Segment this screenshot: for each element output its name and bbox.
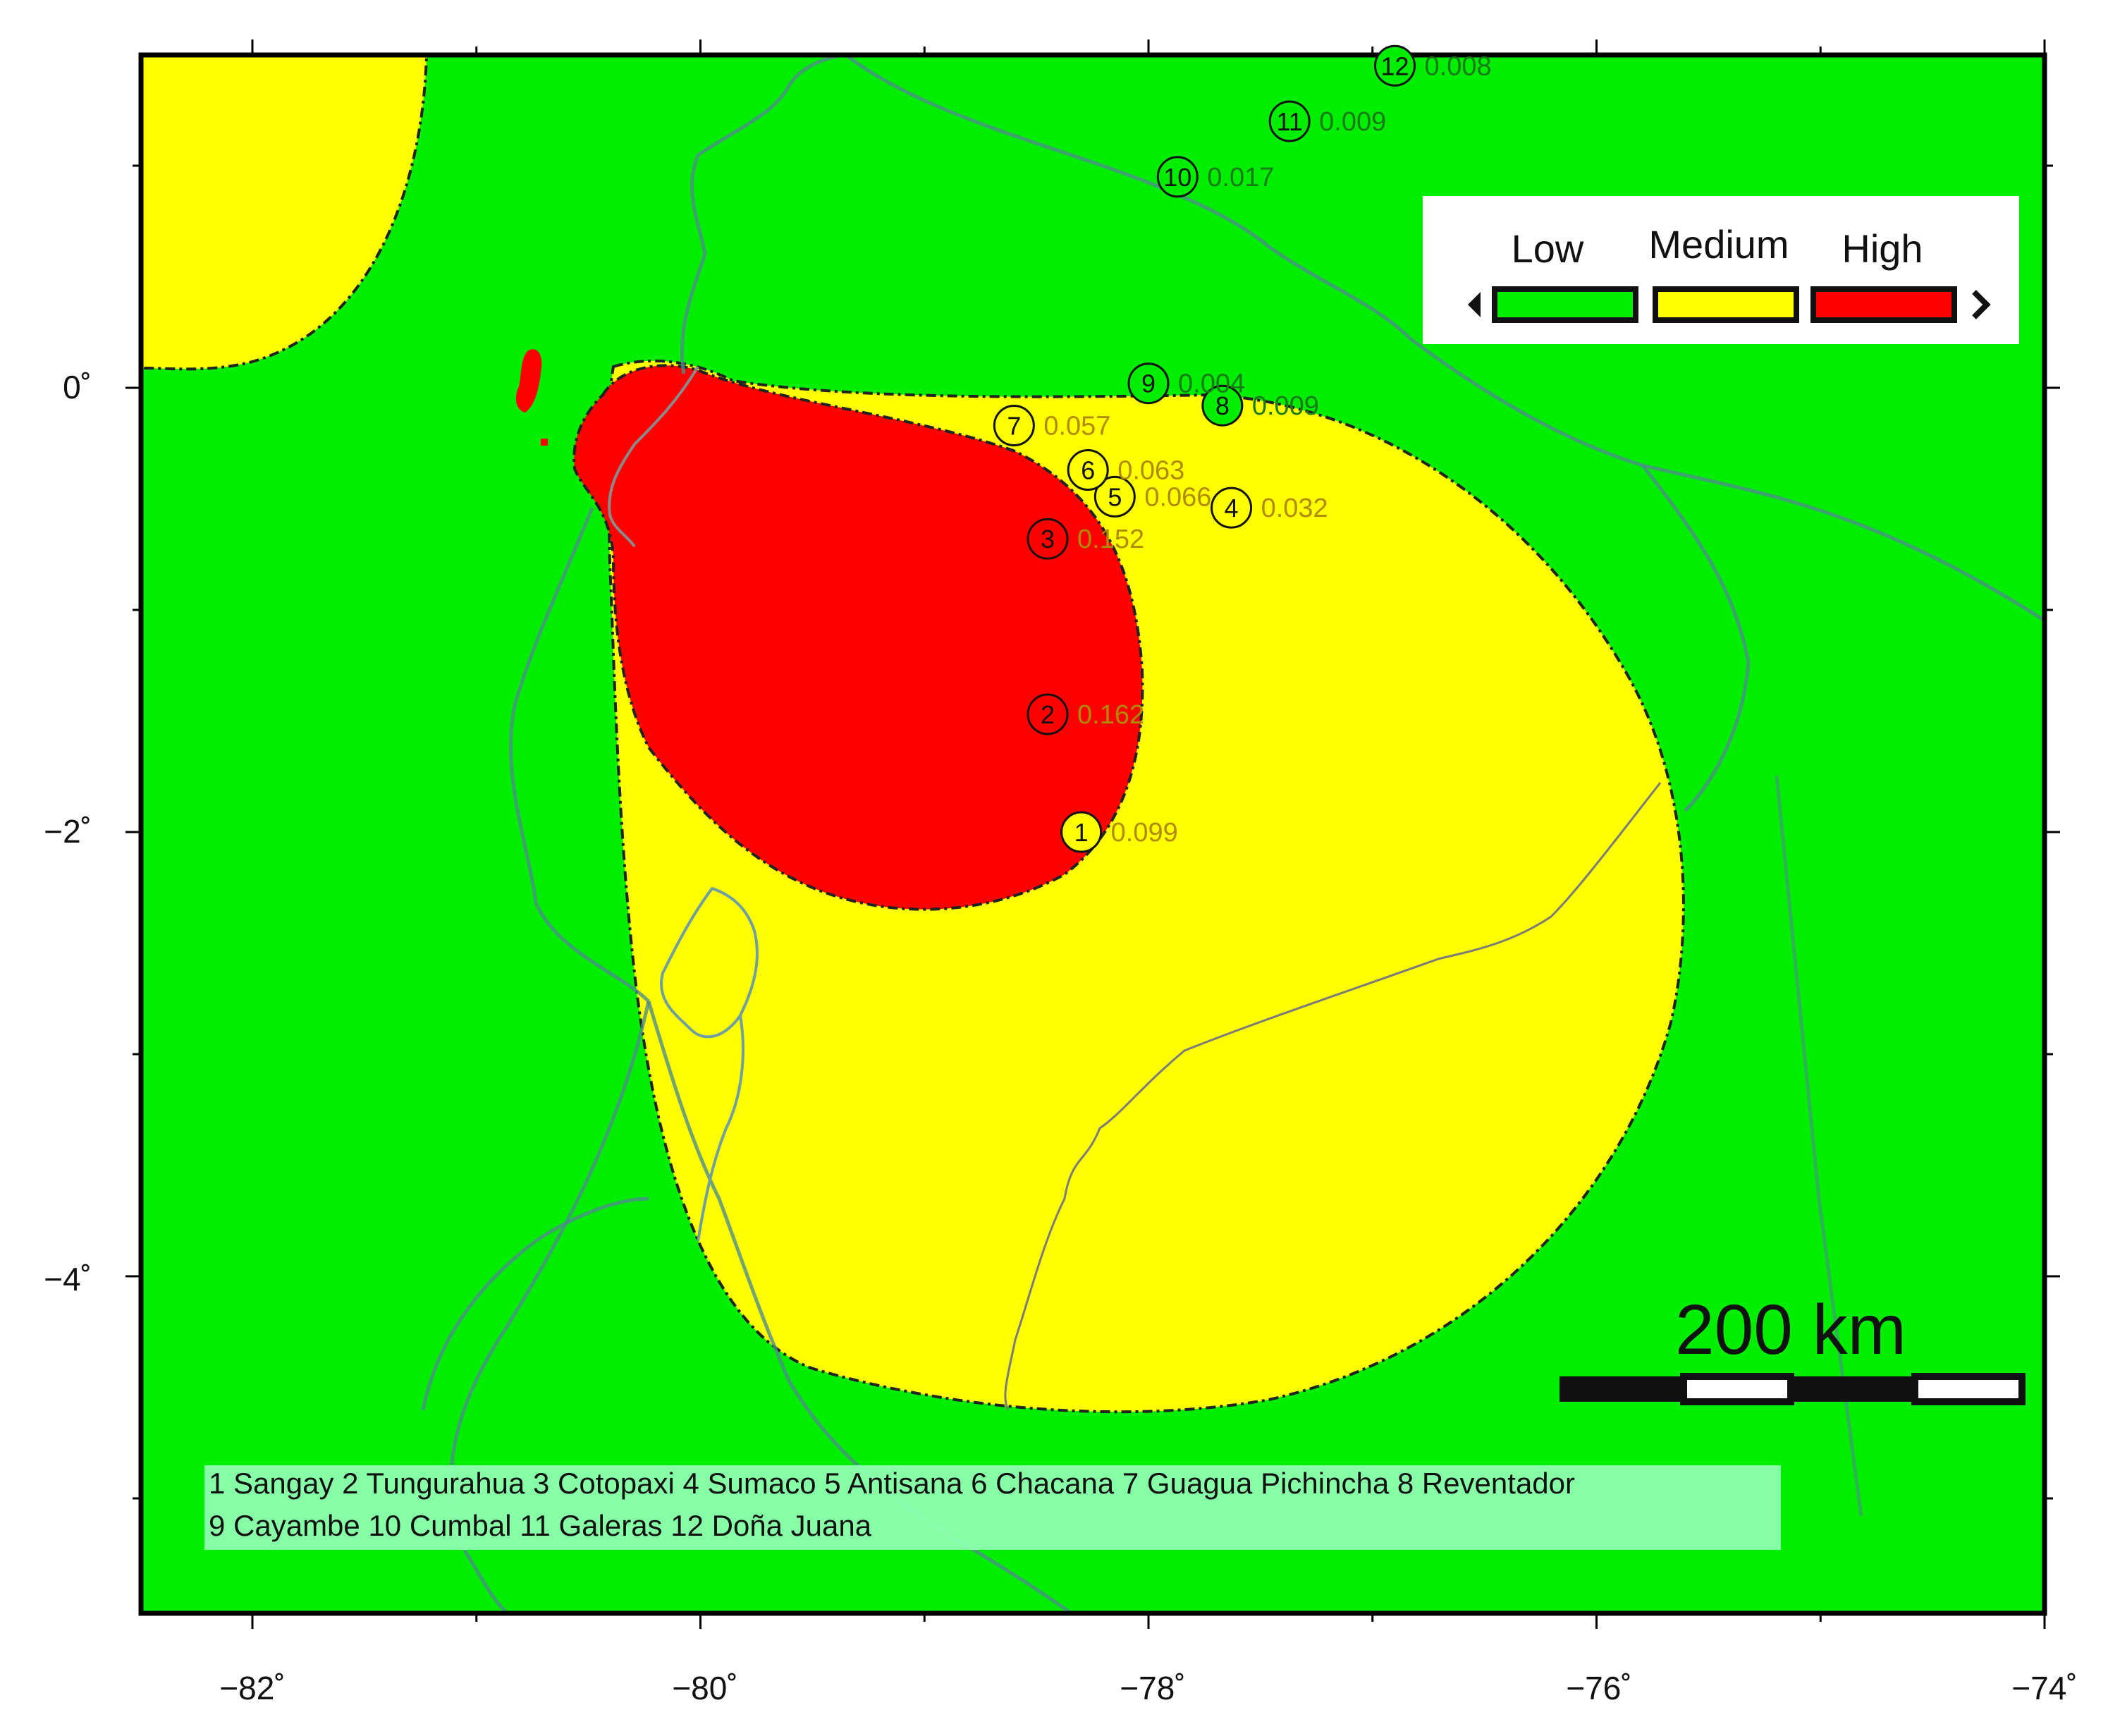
red-island bbox=[515, 349, 542, 412]
volcano-marker: 7 0.057 bbox=[993, 405, 1110, 447]
volcano-number: 7 bbox=[1007, 412, 1021, 441]
y-tick-label: −2˚ bbox=[44, 813, 92, 850]
volcano-number: 1 bbox=[1074, 818, 1089, 847]
y-axis-ticks bbox=[125, 164, 2060, 1500]
x-tick-label: −82˚ bbox=[219, 1670, 285, 1706]
medium-zone-corner bbox=[141, 55, 429, 371]
volcano-value: 0.162 bbox=[1077, 700, 1144, 730]
scale-bar-segment bbox=[1559, 1376, 1684, 1402]
volcano-marker: 3 0.152 bbox=[1027, 518, 1144, 560]
volcano-value: 0.032 bbox=[1261, 494, 1328, 523]
volcano-number: 4 bbox=[1225, 494, 1239, 522]
volcano-marker: 9 0.004 bbox=[1127, 362, 1245, 405]
scale-bar-segment bbox=[1791, 1376, 1915, 1402]
y-tick-label: 0˚ bbox=[63, 369, 92, 405]
scale-bar: 200 km bbox=[1559, 1290, 2026, 1405]
x-tick-label: −78˚ bbox=[1120, 1670, 1185, 1706]
legend-label-low: Low bbox=[1512, 226, 1584, 271]
x-tick-label: −74˚ bbox=[2011, 1670, 2077, 1706]
volcano-marker: 10 0.017 bbox=[1156, 156, 1274, 198]
boundary-line bbox=[845, 55, 2045, 623]
volcano-number: 8 bbox=[1215, 391, 1230, 420]
boundary-line bbox=[680, 55, 847, 374]
volcano-number: 9 bbox=[1141, 369, 1156, 398]
scale-bar-segment bbox=[1680, 1373, 1794, 1405]
volcano-number: 6 bbox=[1081, 456, 1095, 485]
legend-swatch-medium bbox=[1653, 286, 1799, 323]
volcano-key: 1 Sangay 2 Tungurahua 3 Cotopaxi 4 Sumac… bbox=[204, 1465, 1781, 1550]
coastline bbox=[660, 886, 759, 1039]
red-islet bbox=[541, 439, 548, 446]
x-tick-label: −80˚ bbox=[672, 1670, 737, 1706]
boundary-line bbox=[647, 1001, 1073, 1613]
legend: Low Medium High bbox=[1423, 196, 2019, 344]
scale-bar-label: 200 km bbox=[1675, 1290, 1906, 1369]
volcano-value: 0.017 bbox=[1207, 163, 1274, 192]
volcano-marker: 2 0.162 bbox=[1027, 693, 1144, 735]
volcano-circle bbox=[1201, 384, 1244, 427]
y-tick-label: −4˚ bbox=[44, 1261, 92, 1297]
volcano-value: 0.009 bbox=[1252, 391, 1319, 421]
volcano-number: 3 bbox=[1041, 525, 1055, 554]
boundary-line bbox=[1775, 775, 1863, 1517]
volcano-circle bbox=[1156, 156, 1199, 198]
x-axis-ticks bbox=[251, 39, 2046, 1629]
volcano-circle bbox=[1027, 693, 1069, 735]
volcano-key-line-1: 1 Sangay 2 Tungurahua 3 Cotopaxi 4 Sumac… bbox=[209, 1467, 1575, 1500]
x-tick-label: −76˚ bbox=[1566, 1670, 1631, 1706]
border-line bbox=[1004, 782, 1662, 1411]
boundary-line bbox=[1641, 464, 1751, 812]
volcano-circle bbox=[1067, 449, 1109, 491]
volcano-value: 0.099 bbox=[1111, 818, 1178, 848]
volcano-value: 0.066 bbox=[1144, 482, 1211, 512]
boundary-line bbox=[421, 1197, 649, 1411]
volcano-key-box bbox=[204, 1465, 1781, 1550]
legend-label-medium: Medium bbox=[1648, 222, 1789, 267]
boundary-line bbox=[509, 507, 650, 1003]
volcano-marker: 11 0.009 bbox=[1268, 100, 1386, 142]
volcano-circle bbox=[1211, 487, 1253, 529]
volcano-number: 12 bbox=[1381, 51, 1409, 80]
volcano-marker: 4 0.032 bbox=[1211, 487, 1328, 529]
volcano-circle bbox=[1093, 475, 1136, 518]
volcano-circle bbox=[1060, 811, 1103, 853]
coastline bbox=[697, 1015, 744, 1242]
volcano-circle bbox=[1127, 362, 1170, 405]
volcano-circle bbox=[1268, 100, 1311, 142]
high-zone bbox=[572, 364, 1144, 911]
legend-right-arrow-icon bbox=[1972, 290, 1991, 319]
volcano-marker: 6 0.063 bbox=[1067, 449, 1184, 491]
volcano-value: 0.009 bbox=[1319, 107, 1386, 137]
volcano-circle bbox=[1027, 518, 1069, 560]
coastline bbox=[608, 365, 699, 548]
legend-swatch-low bbox=[1492, 286, 1638, 323]
volcano-marker: 8 0.009 bbox=[1201, 384, 1319, 427]
boundary-line bbox=[449, 1001, 651, 1613]
legend-label-high: High bbox=[1842, 226, 1923, 271]
volcano-number: 5 bbox=[1108, 482, 1122, 511]
legend-swatch-high bbox=[1810, 286, 1957, 323]
volcano-number: 10 bbox=[1163, 163, 1191, 192]
volcano-marker: 1 0.099 bbox=[1060, 811, 1178, 853]
volcano-marker: 12 0.008 bbox=[1374, 44, 1492, 87]
legend-left-arrow-icon bbox=[1468, 292, 1481, 317]
volcano-number: 11 bbox=[1276, 107, 1302, 136]
volcano-value: 0.152 bbox=[1077, 525, 1144, 554]
volcano-key-line-2: 9 Cayambe 10 Cumbal 11 Galeras 12 Doña J… bbox=[209, 1509, 872, 1542]
volcano-value: 0.008 bbox=[1425, 51, 1492, 81]
volcano-value: 0.063 bbox=[1117, 456, 1184, 486]
scale-bar-segment bbox=[1911, 1373, 2026, 1405]
volcano-number: 2 bbox=[1041, 700, 1055, 729]
volcano-marker: 5 0.066 bbox=[1093, 475, 1211, 518]
map-frame bbox=[138, 52, 2047, 1616]
volcano-circle bbox=[993, 405, 1035, 447]
volcano-value: 0.004 bbox=[1178, 369, 1245, 399]
volcano-markers: 1 0.099 2 0.162 3 0.152 4 0.032 5 0.066 6 0.063 7 0.0… bbox=[993, 44, 1492, 853]
volcano-value: 0.057 bbox=[1043, 412, 1110, 441]
volcano-circle bbox=[1374, 44, 1416, 87]
